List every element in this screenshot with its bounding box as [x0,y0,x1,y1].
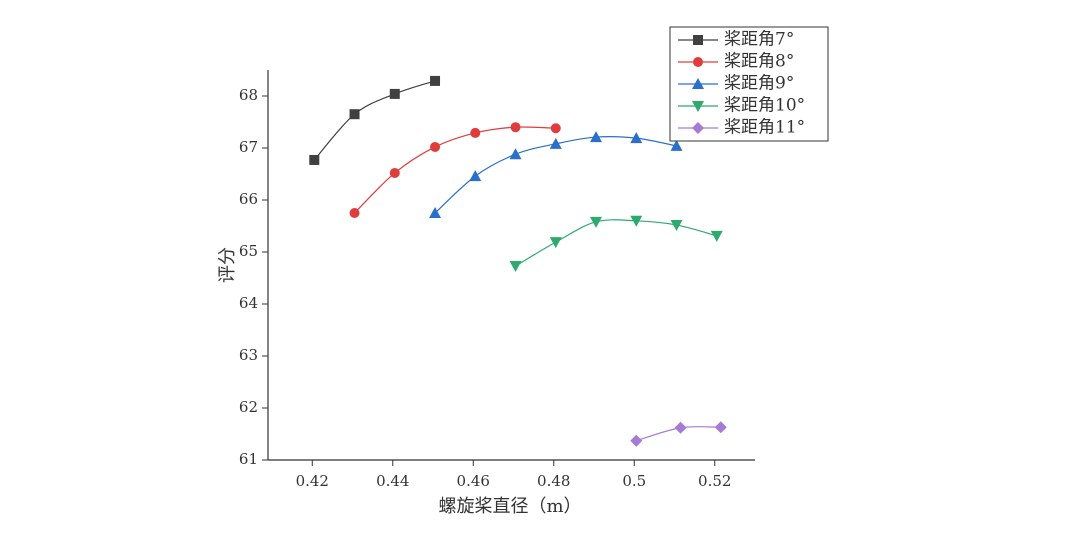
marker [509,261,522,273]
marker [693,35,703,45]
y-tick-label: 63 [239,346,258,364]
marker [630,434,643,447]
marker [430,75,441,86]
marker [469,170,482,182]
y-axis-label: 评分 [217,247,238,283]
y-tick-label: 66 [239,190,258,208]
y-tick-label: 64 [239,294,258,312]
legend-label: 桨距角10° [724,96,805,116]
series-line [313,80,436,161]
marker [714,421,727,434]
x-tick-label: 0.46 [457,472,490,490]
marker [692,122,704,134]
marker [674,421,687,434]
x-tick-label: 0.48 [537,472,570,490]
legend-label: 桨距角9° [724,74,794,94]
marker [550,123,561,134]
marker [429,207,442,218]
y-tick-label: 61 [239,450,258,468]
legend-label: 桨距角11° [724,118,805,138]
marker [693,57,703,67]
marker [710,230,723,242]
y-tick-label: 62 [239,398,258,416]
y-tick-label: 67 [239,138,258,156]
marker [509,148,522,160]
legend-label: 桨距角8° [724,52,794,72]
series-line [354,126,556,214]
marker [389,167,400,178]
marker [430,141,441,152]
marker [470,127,481,138]
x-axis-label: 螺旋桨直径（m） [438,496,581,517]
marker [549,137,562,149]
marker [630,132,643,144]
marker [510,122,521,133]
marker [349,109,360,120]
series-line [515,219,717,267]
y-tick-label: 68 [239,86,258,104]
marker [590,216,603,228]
x-tick-label: 0.52 [698,472,731,490]
x-tick-label: 0.42 [296,472,329,490]
legend-label: 桨距角7° [724,30,794,50]
x-tick-label: 0.44 [376,472,409,490]
marker [349,208,360,218]
marker [630,215,643,227]
marker [549,237,562,249]
marker [670,219,683,231]
y-tick-label: 65 [239,242,258,260]
marker [309,154,320,165]
marker [389,88,400,99]
marker [692,78,704,89]
marker [590,131,603,143]
marker [692,101,704,112]
marker [670,139,683,151]
x-tick-label: 0.5 [622,472,646,490]
